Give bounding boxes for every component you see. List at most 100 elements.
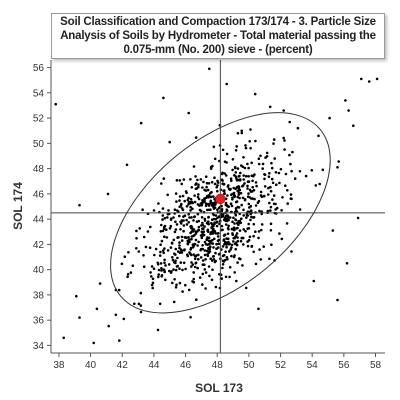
data-point [226,257,229,261]
data-point [226,214,230,218]
data-point [275,183,278,186]
data-point [194,261,198,265]
data-point [288,120,292,124]
data-point [150,275,153,278]
data-point [190,235,194,238]
data-point [207,194,211,197]
data-point [160,269,163,272]
data-point [157,273,160,276]
chart-title: Soil Classification and Compaction 173/1… [60,16,376,56]
data-point [160,239,164,243]
data-point [163,261,166,265]
data-point [206,243,209,246]
data-point [156,262,160,266]
data-point [281,196,284,199]
data-point [240,129,243,133]
data-point [122,317,126,321]
data-point [210,202,213,205]
data-point [250,244,254,248]
data-point [173,252,176,255]
data-point [198,276,202,279]
data-point [261,162,265,166]
data-point [242,228,245,231]
data-point [188,200,192,204]
data-point [181,290,184,293]
data-point [201,244,204,247]
data-point [194,238,198,242]
data-point [232,191,236,195]
data-point [232,240,235,243]
data-point [227,242,231,246]
data-point [279,167,283,171]
data-point [241,165,245,169]
confidence-ellipse [110,112,331,314]
data-point [164,264,167,267]
data-point [214,259,217,263]
data-point [237,193,241,196]
data-point [181,194,185,198]
data-point [230,243,234,247]
data-point [180,239,184,242]
data-point [234,175,238,178]
data-point [189,315,192,319]
data-point [183,199,186,203]
data-point [222,189,225,193]
data-point [290,169,293,173]
data-point [231,233,234,236]
data-point [254,139,257,143]
data-point [238,196,241,200]
data-point [200,230,204,233]
data-point [263,177,266,181]
data-point [217,232,220,235]
data-point [224,214,228,218]
data-point [178,246,181,250]
data-point [259,190,263,194]
data-point [247,166,250,170]
data-point [182,224,186,227]
data-point [196,195,200,199]
data-point [290,197,293,201]
data-point [223,192,226,195]
data-point [240,131,244,135]
data-point [163,270,166,274]
data-point [234,247,237,251]
data-point [189,178,192,181]
data-point [231,196,234,199]
data-point [150,265,154,268]
data-point [195,182,198,185]
data-point [200,236,204,240]
data-point [254,262,258,266]
data-point [207,208,211,212]
data-point [192,271,195,274]
data-point [161,214,165,217]
data-point [204,258,207,261]
data-point [186,254,190,258]
data-point [286,202,290,205]
data-point [172,216,175,219]
plot-area [51,60,385,353]
data-point [228,266,232,269]
data-point [269,189,273,193]
data-point [270,161,273,165]
data-point [248,188,252,192]
data-point [201,223,204,227]
data-point [75,294,78,298]
data-point [197,197,201,201]
data-point [235,145,238,148]
data-point [193,265,197,269]
data-point [168,140,171,144]
data-point [135,247,138,250]
data-point [161,249,165,252]
data-point [182,219,185,222]
data-point [191,201,194,205]
data-point [185,236,188,240]
data-point [222,260,226,263]
data-point [226,209,229,213]
data-point [239,171,242,175]
data-point [199,256,203,259]
data-point [142,235,146,239]
data-point [194,230,198,233]
data-point [247,238,251,242]
data-point [234,234,238,237]
data-point [230,204,234,208]
